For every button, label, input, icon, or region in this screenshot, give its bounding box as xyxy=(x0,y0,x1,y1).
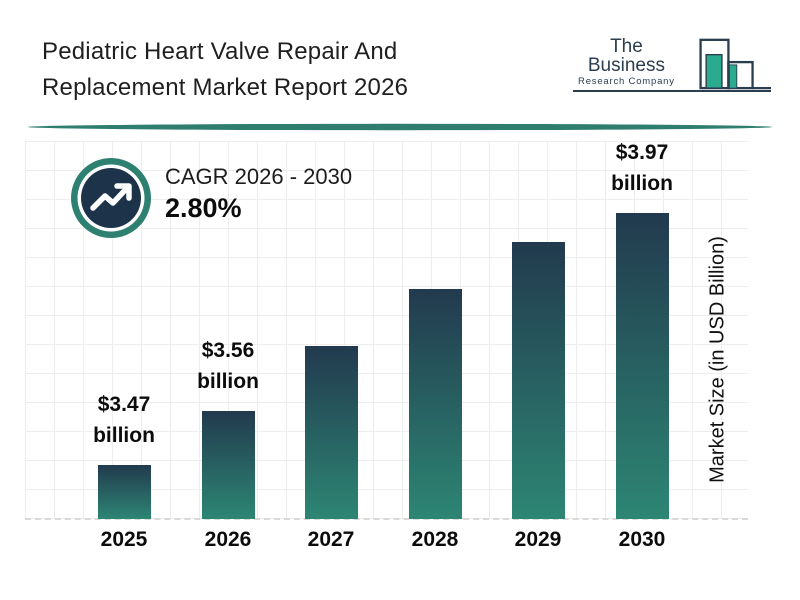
data-label-line: $3.97 xyxy=(615,141,669,164)
page-title: Pediatric Heart Valve Repair And Replace… xyxy=(42,34,408,106)
logo-name: The Business xyxy=(587,36,665,76)
logo-subname: Research Company xyxy=(578,76,675,87)
data-label-2026: $3.56 billion xyxy=(168,335,288,397)
x-tick-2027: 2027 xyxy=(307,528,355,551)
data-label-line: billion xyxy=(611,172,673,195)
x-axis-baseline xyxy=(25,518,748,520)
x-tick-2030: 2030 xyxy=(618,528,666,551)
x-tick-2029: 2029 xyxy=(514,528,562,551)
data-label-line: $3.56 xyxy=(201,339,255,362)
data-label-line: $3.47 xyxy=(97,393,151,416)
page-title-line2: Replacement Market Report 2026 xyxy=(42,74,409,101)
logo-bars-icon xyxy=(699,38,771,90)
cagr-text: CAGR 2026 - 2030 2.80% xyxy=(165,164,425,224)
cagr-value: 2.80% xyxy=(165,193,242,223)
data-label-2025: $3.47 billion xyxy=(64,389,184,451)
bar-2029 xyxy=(511,242,565,519)
bar-2030 xyxy=(615,213,669,519)
logo-text: The Business Research Company xyxy=(573,37,680,87)
divider-line xyxy=(28,123,772,131)
logo: The Business Research Company xyxy=(573,33,771,92)
bar-2028 xyxy=(408,289,462,519)
bar-2025 xyxy=(97,465,151,519)
cagr-badge: CAGR 2026 - 2030 2.80% xyxy=(70,157,352,239)
cagr-label: CAGR 2026 - 2030 xyxy=(165,164,353,189)
bar-2026 xyxy=(201,411,255,519)
x-tick-2025: 2025 xyxy=(100,528,148,551)
x-tick-2028: 2028 xyxy=(411,528,459,551)
data-label-2030: $3.97 billion xyxy=(582,137,702,199)
y-axis-label: Market Size (in USD Billion) xyxy=(706,236,729,483)
data-label-line: billion xyxy=(93,424,155,447)
data-label-line: billion xyxy=(197,370,259,393)
trend-up-icon xyxy=(71,158,151,238)
bar-2027 xyxy=(304,346,358,519)
page-title-line1: Pediatric Heart Valve Repair And xyxy=(42,38,398,65)
x-tick-2026: 2026 xyxy=(204,528,252,551)
